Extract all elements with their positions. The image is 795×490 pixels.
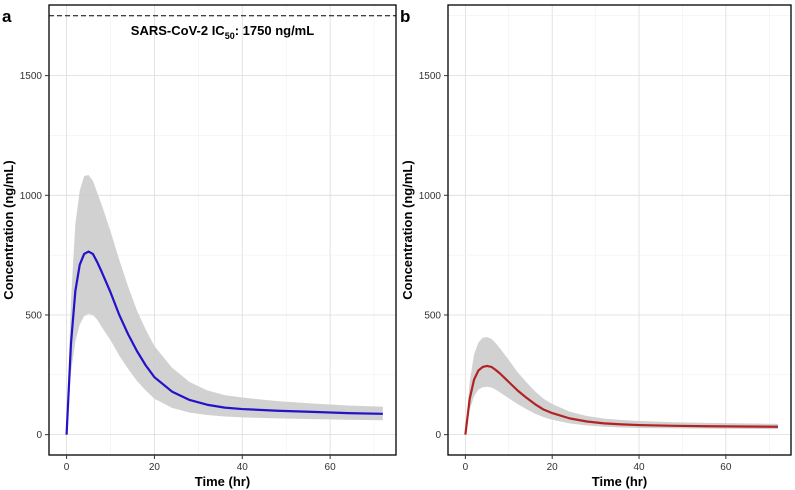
y-tick-label: 500 [424, 310, 441, 321]
y-tick-label: 1500 [419, 71, 442, 82]
panel-label-b: b [400, 7, 410, 26]
y-tick-label: 1500 [20, 71, 43, 82]
ic50-label: SARS-CoV-2 IC50: 1750 ng/mL [131, 23, 314, 41]
plot-frame-a [48, 4, 397, 456]
x-tick-label: 20 [149, 462, 161, 473]
x-axis-title-b: Time (hr) [592, 474, 647, 489]
panel-label-a: a [2, 7, 12, 26]
x-axis-title-a: Time (hr) [195, 474, 250, 489]
confidence-band-a [66, 174, 383, 435]
x-tick-label: 60 [325, 462, 337, 473]
y-tick-label: 0 [36, 430, 42, 441]
y-tick-label: 1000 [419, 191, 442, 202]
y-axis-title-a: Concentration (ng/mL) [1, 160, 16, 299]
x-ticks-a: 0 20 40 60 [64, 455, 336, 473]
x-ticks-b: 0 20 40 60 [463, 455, 732, 473]
x-tick-label: 40 [237, 462, 249, 473]
panel-b: b 0 20 40 60 0 500 1000 1500 Time (hr) Concent… [400, 4, 792, 489]
y-tick-label: 500 [25, 310, 42, 321]
x-tick-label: 20 [547, 462, 559, 473]
concentration-line-a [65, 250, 383, 435]
panel-a: a SARS-CoV-2 IC50: 1750 ng/mL 0 20 40 60 0 5… [1, 4, 397, 489]
y-tick-label: 0 [435, 430, 441, 441]
x-tick-label: 0 [64, 462, 70, 473]
x-tick-label: 0 [463, 462, 469, 473]
plot-frame-b [447, 4, 792, 456]
y-ticks-b: 0 500 1000 1500 [419, 71, 448, 441]
y-tick-label: 1000 [20, 191, 43, 202]
concentration-line-b [464, 364, 778, 435]
y-ticks-a: 0 500 1000 1500 [20, 71, 49, 441]
y-axis-title-b: Concentration (ng/mL) [400, 160, 415, 299]
x-tick-label: 60 [720, 462, 732, 473]
x-tick-label: 40 [633, 462, 645, 473]
